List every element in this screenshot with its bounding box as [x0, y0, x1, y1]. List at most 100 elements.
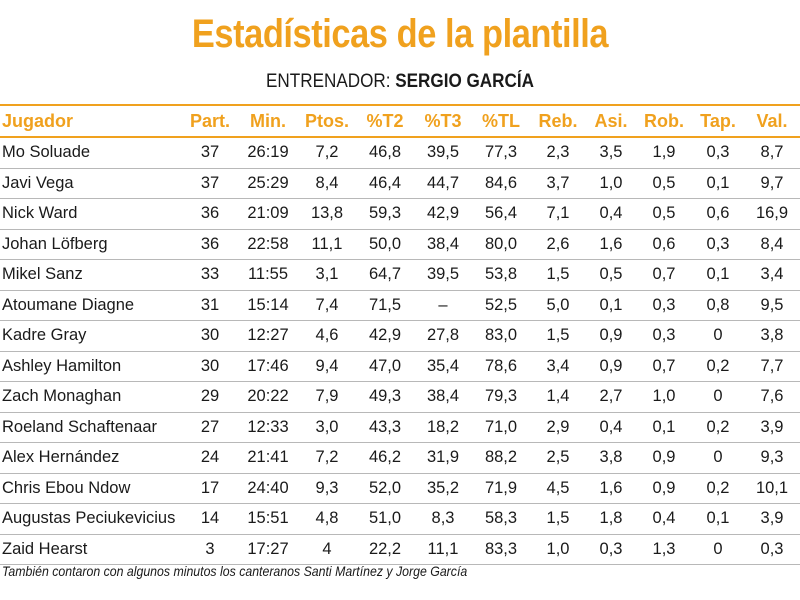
- stat-cell: 7,2: [315, 143, 339, 162]
- stat-cell: 4,5: [546, 478, 570, 497]
- table-row: Zach Monaghan 29 20:22 7,9 49,3 38,4 79,3 1,4 2,…: [0, 382, 800, 412]
- stat-cell: 1,0: [546, 539, 570, 558]
- stat-cell: 17:27: [247, 539, 289, 558]
- table-row: Augustas Peciukevicius 14 15:51 4,8 51,0 8,3 5…: [0, 504, 800, 534]
- stat-cell: 0,3: [652, 326, 676, 345]
- stat-cell: 0,9: [652, 448, 676, 467]
- stat-cell: 3,9: [760, 417, 784, 436]
- stat-cell: 36: [200, 234, 220, 253]
- stat-cell: 4,6: [315, 326, 339, 345]
- stat-cell: 1,5: [546, 509, 570, 528]
- stat-cell: 5,0: [546, 295, 570, 314]
- stat-cell: 9,3: [315, 478, 339, 497]
- column-header: %T2: [366, 110, 404, 131]
- stat-cell: 71,9: [484, 478, 518, 497]
- stat-cell: 8,7: [760, 143, 784, 162]
- stat-cell: 0: [713, 448, 723, 467]
- column-header: Part.: [189, 110, 231, 131]
- stat-cell: 4: [322, 539, 332, 558]
- player-name-cell: Ashley Hamilton: [2, 356, 122, 375]
- player-name-cell: Kadre Gray: [2, 326, 87, 345]
- stat-cell: 58,3: [484, 509, 518, 528]
- player-name-cell: Javi Vega: [2, 173, 74, 192]
- stat-cell: 84,6: [484, 173, 518, 192]
- header-row: Jugador Part. Min. Ptos. %T2 %T3 %TL Reb. Asi. Ro…: [0, 105, 800, 137]
- stat-cell: 38,4: [426, 234, 460, 253]
- stat-cell: 80,0: [484, 234, 518, 253]
- stat-cell: 39,5: [426, 265, 460, 284]
- player-name-cell: Zach Monaghan: [2, 387, 122, 406]
- stat-cell: 30: [200, 326, 220, 345]
- stat-cell: 0,3: [760, 539, 784, 558]
- stat-cell: 1,6: [599, 478, 623, 497]
- stat-cell: 17:46: [247, 356, 289, 375]
- table-row: Roeland Schaftenaar 27 12:33 3,0 43,3 18,2 71,…: [0, 412, 800, 443]
- stat-cell: 88,2: [484, 448, 518, 467]
- coach-name: SERGIO GARCÍA: [395, 71, 534, 92]
- stat-cell: 7,9: [315, 387, 339, 406]
- stat-cell: 0,7: [652, 356, 676, 375]
- stat-cell: 35,2: [426, 478, 460, 497]
- stat-cell: 3,1: [315, 265, 339, 284]
- page-title: Estadísticas de la plantilla: [191, 12, 609, 56]
- stat-cell: 0,5: [652, 204, 676, 223]
- stat-cell: 38,4: [426, 387, 460, 406]
- stat-cell: 1,5: [546, 265, 570, 284]
- stat-cell: 26:19: [247, 143, 289, 162]
- player-name-cell: Roeland Schaftenaar: [2, 417, 158, 436]
- coach-label: ENTRENADOR:: [266, 71, 396, 92]
- stat-cell: 52,0: [368, 478, 402, 497]
- stat-cell: 12:27: [247, 326, 289, 345]
- player-name-cell: Alex Hernández: [2, 448, 120, 467]
- stat-cell: 56,4: [484, 204, 518, 223]
- column-header: %TL: [482, 110, 520, 131]
- stat-cell: 0: [713, 539, 723, 558]
- stat-cell: 0,6: [706, 204, 730, 223]
- stat-cell: 1,6: [599, 234, 623, 253]
- stat-cell: 11,1: [427, 539, 459, 558]
- stat-cell: 0: [713, 326, 723, 345]
- stat-cell: 2,9: [546, 417, 570, 436]
- table-row: Alex Hernández 24 21:41 7,2 46,2 31,9 88,2 2,5 3…: [0, 443, 800, 473]
- stat-cell: 11,1: [311, 234, 343, 253]
- stat-cell: 52,5: [484, 295, 518, 314]
- stat-cell: 17: [200, 478, 220, 497]
- stat-cell: 3,0: [315, 417, 339, 436]
- stat-cell: 42,9: [368, 326, 402, 345]
- stat-cell: 36: [200, 204, 220, 223]
- player-name-cell: Chris Ebou Ndow: [2, 478, 131, 497]
- stat-cell: 30: [200, 356, 220, 375]
- stat-cell: 0,2: [706, 478, 730, 497]
- stat-cell: 0,5: [599, 265, 623, 284]
- stat-cell: 22,2: [368, 539, 402, 558]
- stat-cell: 1,4: [546, 387, 570, 406]
- stat-cell: 1,8: [599, 509, 623, 528]
- stat-cell: 9,3: [760, 448, 784, 467]
- stat-cell: 24:40: [247, 478, 289, 497]
- column-header: Val.: [756, 110, 788, 131]
- stat-cell: 7,6: [760, 387, 784, 406]
- stat-cell: 83,0: [484, 326, 518, 345]
- stat-cell: –: [438, 295, 448, 314]
- stat-cell: 71,5: [368, 295, 402, 314]
- stat-cell: 1,5: [546, 326, 570, 345]
- column-header: Ptos.: [304, 110, 349, 131]
- stat-cell: 0,1: [706, 265, 730, 284]
- stat-cell: 7,7: [760, 356, 784, 375]
- stat-cell: 27: [200, 417, 220, 436]
- stat-cell: 1,9: [652, 143, 676, 162]
- stat-cell: 78,6: [484, 356, 518, 375]
- stat-cell: 3,4: [760, 265, 784, 284]
- stat-cell: 15:14: [247, 295, 289, 314]
- stat-cell: 64,7: [368, 265, 402, 284]
- stat-cell: 46,8: [368, 143, 402, 162]
- stat-cell: 49,3: [368, 387, 402, 406]
- stat-cell: 15:51: [247, 509, 289, 528]
- stat-cell: 3,4: [546, 356, 570, 375]
- stat-cell: 0,4: [599, 417, 623, 436]
- stat-cell: 16,9: [755, 204, 789, 223]
- stat-cell: 8,4: [315, 173, 339, 192]
- player-name-cell: Mo Soluade: [2, 143, 91, 162]
- stat-cell: 21:41: [247, 448, 289, 467]
- table-row: Mikel Sanz 33 11:55 3,1 64,7 39,5 53,8 1,5 0,5 0,…: [0, 260, 800, 290]
